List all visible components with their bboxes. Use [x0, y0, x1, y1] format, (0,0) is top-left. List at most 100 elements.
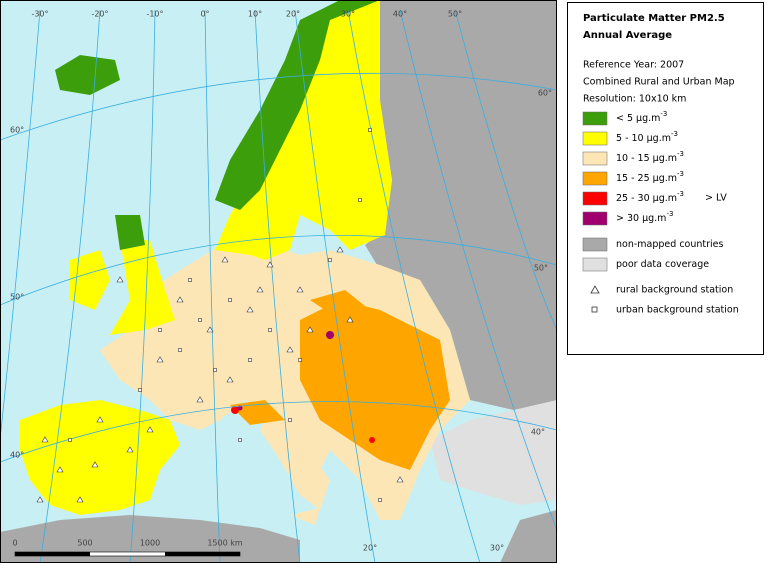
non-mapped-mideast	[500, 510, 557, 563]
rural-station	[126, 446, 134, 453]
legend-swatch	[582, 257, 608, 272]
legend-label-sup: -3	[677, 150, 684, 158]
legend-label-text: < 5 μg.m	[616, 113, 660, 124]
po-valley	[230, 400, 285, 425]
urban-station	[378, 498, 382, 502]
graticule-labels: -30° -20° -10° 0° 10° 20° 30° 40° 50° 60…	[10, 10, 552, 553]
legend-label: 15 - 25 μg.m-3	[616, 170, 684, 184]
grat-label: 60°	[10, 126, 24, 135]
rural-station	[76, 496, 84, 503]
ireland	[70, 250, 110, 310]
hotspot	[326, 331, 334, 339]
scale-label: 0	[12, 539, 17, 548]
non-mapped-africa	[0, 515, 300, 563]
legend-swatch	[582, 191, 608, 206]
hotspot	[237, 405, 243, 411]
legend-label-text: > 30 μg.m	[616, 213, 666, 224]
urban-station	[298, 358, 302, 362]
grat-label: 60°	[538, 89, 552, 98]
urban-station	[288, 418, 292, 422]
rural-station	[96, 416, 104, 423]
sicily	[290, 508, 320, 525]
legend-label-sup: -3	[677, 190, 684, 198]
scale-bar-segment	[15, 552, 90, 556]
legend-label-sup: -3	[666, 210, 673, 218]
legend-label: non-mapped countries	[616, 239, 724, 250]
hotspot	[231, 406, 239, 414]
urban-station	[368, 128, 372, 132]
urban-station	[213, 368, 217, 372]
non-mapped-east	[365, 0, 557, 420]
rural-station	[116, 276, 124, 283]
grat-label: 50°	[534, 264, 548, 273]
legend-label: 5 - 10 μg.m-3	[616, 130, 678, 144]
legend-label-text: 10 - 15 μg.m	[616, 153, 677, 164]
rural-station	[146, 426, 154, 433]
legend-title: Annual Average	[583, 30, 672, 41]
italy	[260, 410, 330, 510]
legend-info: Combined Rural and Urban Map	[583, 77, 735, 88]
poland-south	[310, 290, 370, 320]
scale-label: 500	[77, 539, 92, 548]
grat-label: 20°	[363, 544, 377, 553]
urban-station	[358, 198, 362, 202]
legend-swatch	[582, 171, 608, 186]
rural-station	[221, 256, 229, 263]
grat-label: 40°	[531, 428, 545, 437]
urban-station	[228, 298, 232, 302]
legend-label: poor data coverage	[616, 259, 709, 270]
urban-station	[68, 438, 72, 442]
scale-label: 1000	[140, 539, 160, 548]
rural-station	[346, 316, 354, 323]
scandinavia	[215, 0, 392, 260]
legend: Particulate Matter PM2.5 Annual Average …	[567, 2, 764, 355]
legend-label-text: 15 - 25 μg.m	[616, 173, 677, 184]
legend-label-sup: -3	[671, 130, 678, 138]
grat-label: -30°	[31, 10, 48, 19]
iceland	[55, 55, 120, 95]
graticule	[0, 9, 558, 563]
urban-station	[198, 318, 202, 322]
rural-station	[196, 396, 204, 403]
urban-station	[158, 328, 162, 332]
rural-station	[56, 466, 64, 473]
balkans	[300, 300, 450, 470]
grat-label: 30°	[490, 544, 504, 553]
rural-station	[226, 376, 234, 383]
rural-station	[36, 496, 44, 503]
grat-label: 40°	[10, 451, 24, 460]
legend-swatch	[582, 211, 608, 226]
grat-label: 50°	[10, 293, 24, 302]
urban-station	[188, 278, 192, 282]
legend-info: Reference Year: 2007	[583, 60, 684, 71]
legend-info: Resolution: 10x10 km	[583, 94, 686, 105]
rural-station	[296, 286, 304, 293]
grat-label: -10°	[146, 10, 163, 19]
legend-note: > LV	[705, 193, 727, 204]
grat-label: 30°	[341, 10, 355, 19]
scale-label: 1500 km	[207, 539, 243, 548]
hotspot	[369, 437, 375, 443]
urban-station	[178, 348, 182, 352]
rural-station	[41, 436, 49, 443]
legend-label-sup: -3	[677, 170, 684, 178]
legend-label-text: non-mapped countries	[616, 239, 724, 250]
grat-label: 40°	[393, 10, 407, 19]
legend-label-sup: -3	[660, 110, 667, 118]
rural-station	[336, 246, 344, 253]
rural-symbol	[590, 285, 600, 294]
legend-label: < 5 μg.m-3	[616, 110, 667, 124]
legend-label-text: 25 - 30 μg.m	[616, 193, 677, 204]
legend-label: 10 - 15 μg.m-3	[616, 150, 684, 164]
legend-label-text: poor data coverage	[616, 259, 709, 270]
iberia	[20, 400, 180, 515]
rural-station	[266, 261, 274, 268]
legend-label: 25 - 30 μg.m-3	[616, 190, 684, 204]
rural-station	[286, 346, 294, 353]
norway-mountains	[215, 0, 380, 210]
legend-symbol-label: urban background station	[616, 305, 739, 316]
poor-coverage-turkey	[430, 400, 557, 505]
urban-station	[138, 388, 142, 392]
legend-title: Particulate Matter PM2.5	[583, 13, 725, 24]
scotland	[115, 215, 145, 250]
